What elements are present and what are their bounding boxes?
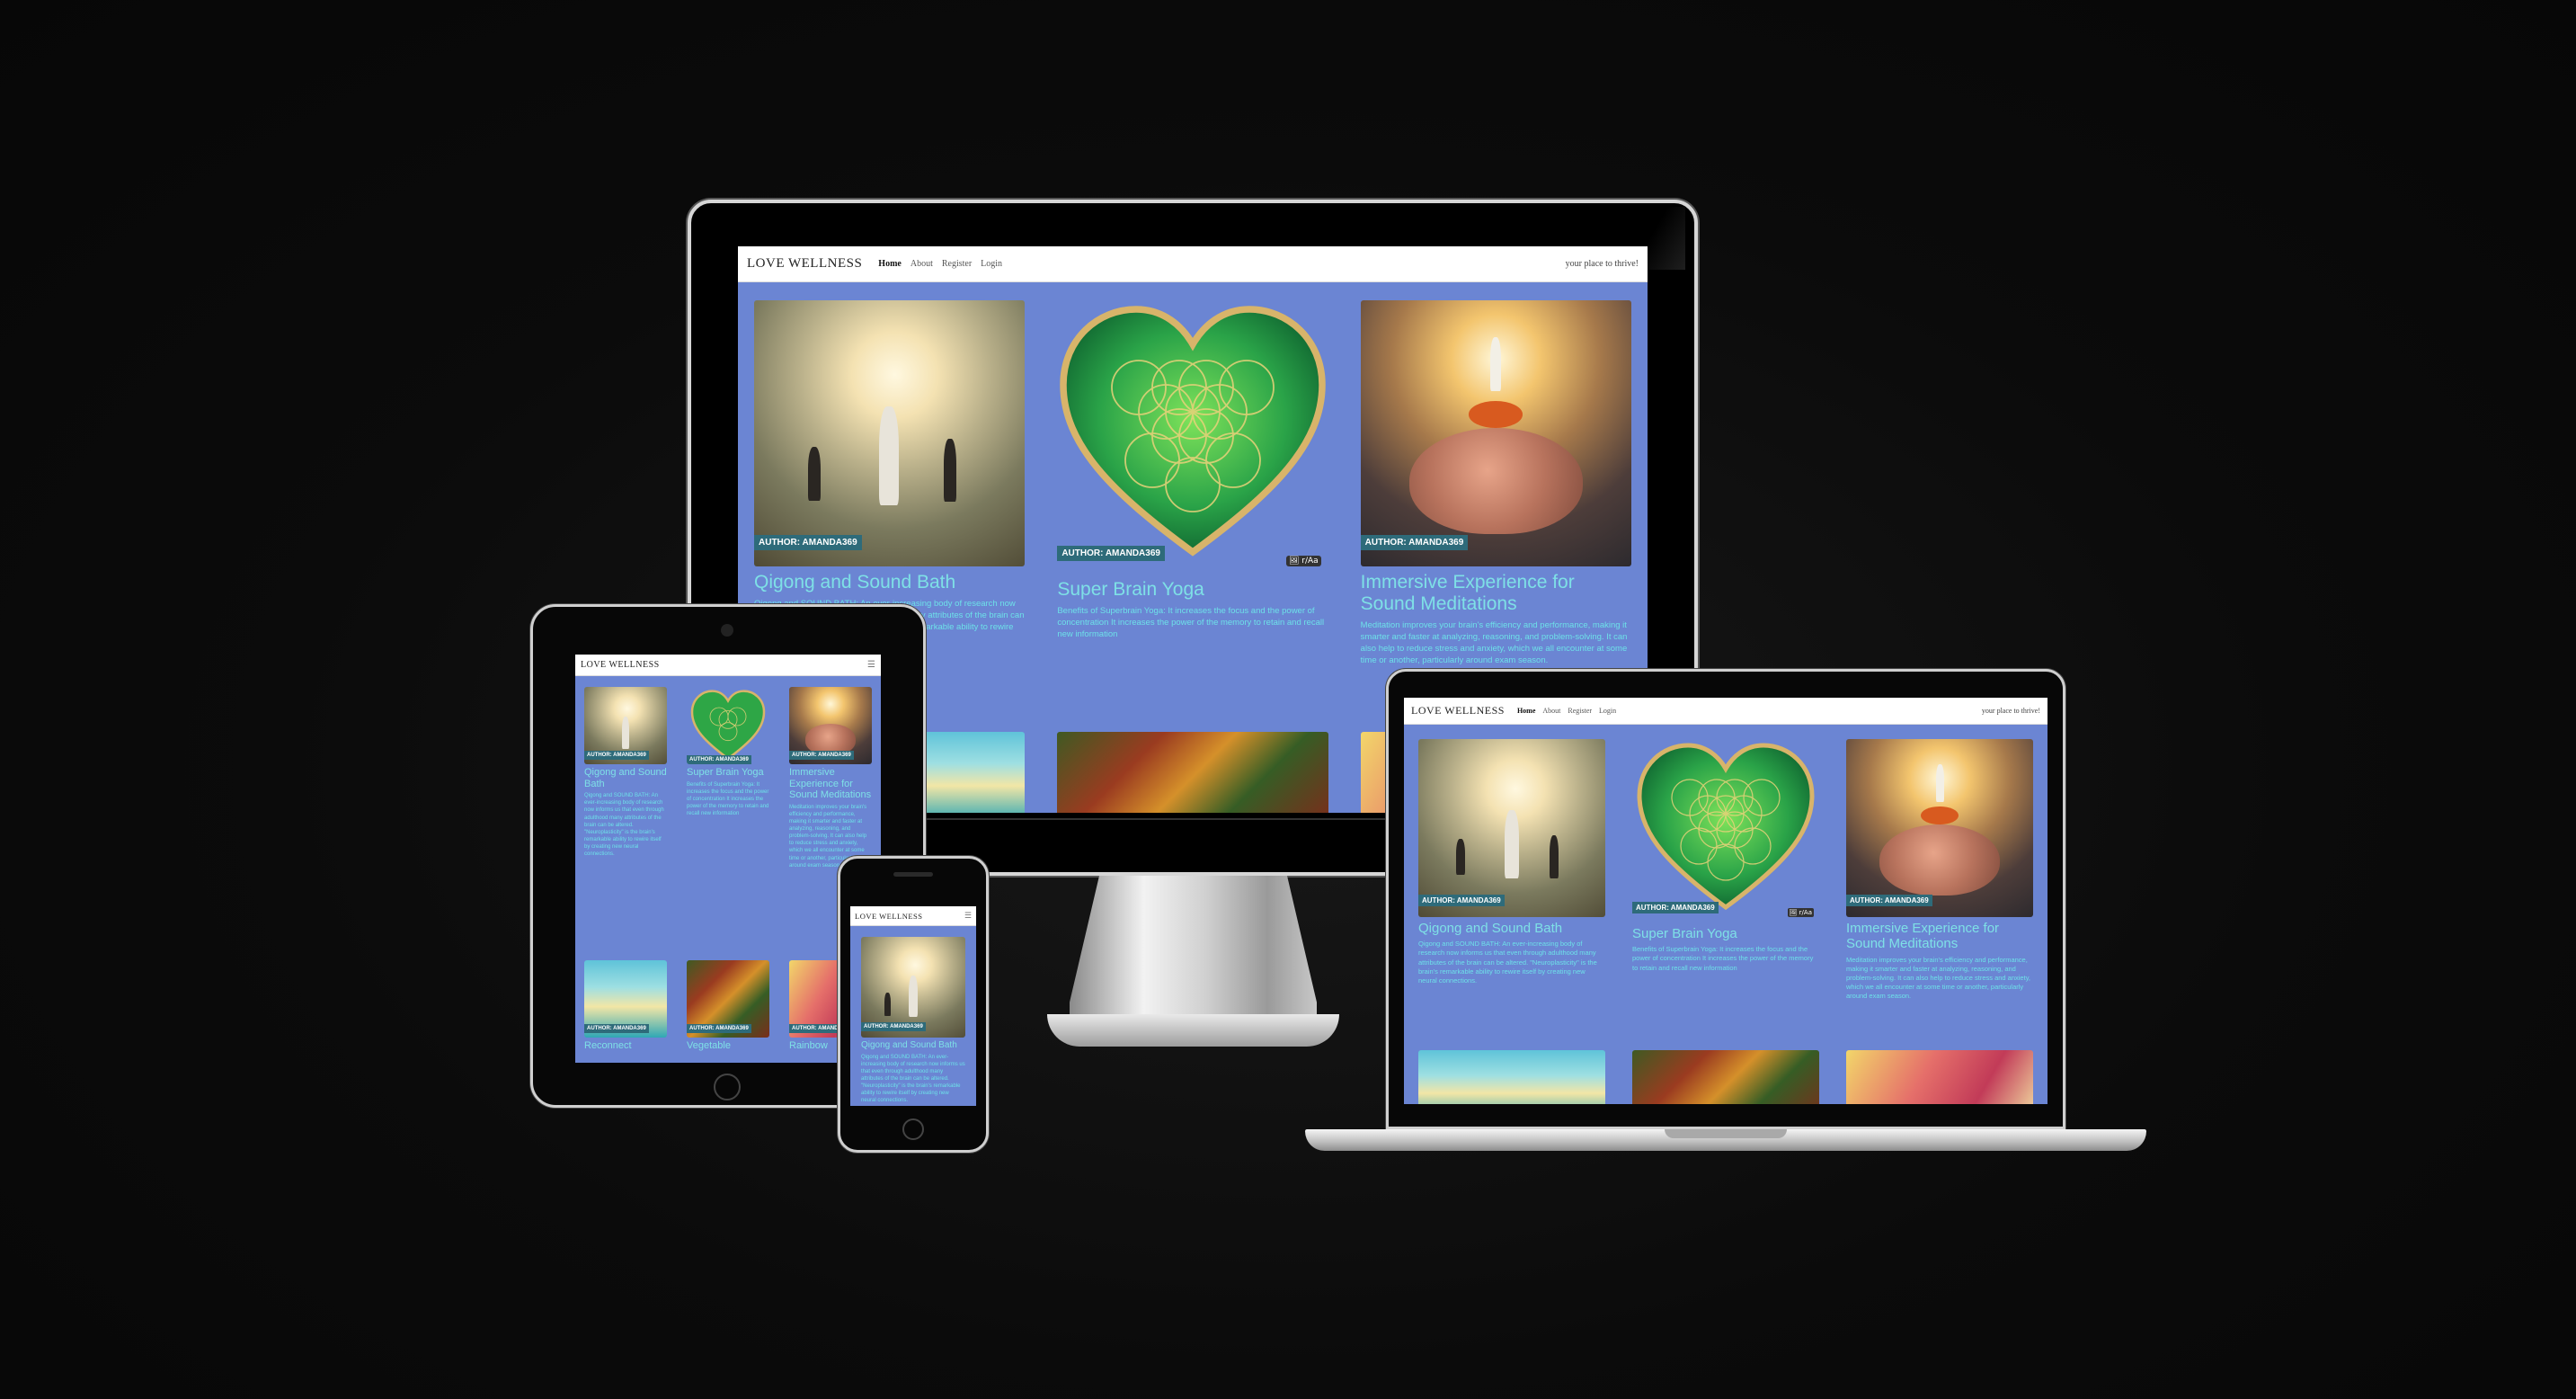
author-badge: AUTHOR: AMANDA369: [861, 1022, 926, 1032]
author-badge: AUTHOR: AMANDA369: [789, 1023, 854, 1033]
post-image[interactable]: AUTHOR: AMANDA369: [1360, 300, 1631, 566]
post-title[interactable]: Qigong and Sound Bath: [584, 767, 667, 789]
post-card[interactable]: AUTHOR: AMANDA369 Immersive Experience f…: [1360, 300, 1631, 667]
brand-logo[interactable]: LOVE WELLNESS: [855, 911, 923, 921]
author-badge: AUTHOR: AMANDA369: [1418, 895, 1505, 907]
post-card[interactable]: AUTHOR: AMANDA369 🖼 r/Aa Super Brain Yog…: [1057, 300, 1328, 667]
post-card[interactable]: AUTHOR: AMANDA369 Super Brain Yoga Benef…: [687, 687, 769, 869]
post-title[interactable]: Reconnect: [584, 1040, 632, 1051]
post-image[interactable]: AUTHOR: AMANDA369: [687, 960, 769, 1038]
post-image[interactable]: AUTHOR: AMANDA369: [687, 687, 769, 764]
post-image[interactable]: [1632, 1050, 1819, 1104]
post-image[interactable]: AUTHOR: AMANDA369 🖼 r/Aa: [1057, 300, 1328, 566]
author-badge: AUTHOR: AMANDA369: [754, 535, 862, 551]
author-badge: AUTHOR: AMANDA369: [1632, 902, 1719, 914]
post-excerpt: Benefits of Superbrain Yoga: It increase…: [1632, 945, 1814, 972]
post-title[interactable]: Immersive Experience for Sound Meditatio…: [789, 767, 872, 801]
post-card[interactable]: AUTHOR: AMANDA369 Vegetable: [687, 960, 769, 1052]
monitor-stand: [1070, 876, 1317, 1020]
post-image[interactable]: [1418, 1050, 1605, 1104]
post-title[interactable]: Immersive Experience for Sound Meditatio…: [1846, 921, 2000, 952]
post-card[interactable]: AUTHOR: AMANDA369 Qigong and Sound Bath …: [754, 300, 1026, 667]
post-title[interactable]: Qigong and Sound Bath: [1418, 921, 1563, 936]
nav-home[interactable]: Home: [878, 259, 902, 269]
nav-login[interactable]: Login: [981, 259, 1003, 269]
menu-icon[interactable]: ☰: [867, 660, 875, 670]
author-badge: AUTHOR: AMANDA369: [1846, 895, 1932, 907]
post-image[interactable]: AUTHOR: AMANDA369: [1846, 739, 2033, 917]
post-title[interactable]: Immersive Experience for Sound Meditatio…: [1360, 572, 1575, 615]
post-image[interactable]: [1846, 1050, 2033, 1104]
laptop-screen: LOVE WELLNESS Home About Register Login …: [1404, 698, 2047, 1104]
post-title[interactable]: Super Brain Yoga: [1057, 579, 1204, 600]
nav-about[interactable]: About: [1542, 707, 1561, 715]
post-image[interactable]: [1057, 732, 1328, 813]
post-title[interactable]: Rainbow: [789, 1040, 828, 1051]
post-excerpt: Benefits of Superbrain Yoga: It increase…: [687, 781, 769, 817]
post-card[interactable]: AUTHOR: AMANDA369 Immersive Experience f…: [1846, 739, 2033, 1001]
post-title[interactable]: Qigong and Sound Bath: [754, 572, 956, 593]
post-card[interactable]: AUTHOR: AMANDA369 🖼 r/Aa Super Brain Yog…: [1632, 739, 1819, 1001]
post-title[interactable]: Qigong and Sound Bath: [861, 1040, 957, 1050]
post-excerpt: Meditation improves your brain's efficie…: [789, 804, 867, 869]
post-image[interactable]: AUTHOR: AMANDA369: [584, 687, 667, 764]
heart-icon: [1060, 306, 1326, 557]
post-image[interactable]: AUTHOR: AMANDA369: [861, 937, 965, 1038]
post-card[interactable]: AUTHOR: AMANDA369 Immersive Experience f…: [789, 687, 872, 869]
post-excerpt: Benefits of Superbrain Yoga: It increase…: [1057, 606, 1325, 639]
author-badge: AUTHOR: AMANDA369: [789, 750, 854, 760]
author-badge: AUTHOR: AMANDA369: [687, 755, 751, 764]
tablet-screen: LOVE WELLNESS ☰ AUTHOR: AMANDA369 Qigong…: [575, 655, 881, 1063]
image-mark: 🖼 r/Aa: [1285, 556, 1321, 566]
author-badge: AUTHOR: AMANDA369: [687, 1023, 751, 1033]
post-excerpt: Meditation improves your brain's efficie…: [1846, 955, 2030, 1001]
nav-register[interactable]: Register: [941, 259, 973, 269]
author-badge: AUTHOR: AMANDA369: [584, 1023, 649, 1033]
post-excerpt: Meditation improves your brain's efficie…: [1360, 620, 1628, 665]
post-card[interactable]: AUTHOR: AMANDA369 Qigong and Sound Bath …: [584, 687, 667, 869]
post-image[interactable]: AUTHOR: AMANDA369: [754, 300, 1026, 566]
phone-screen: LOVE WELLNESS ☰ AUTHOR: AMANDA369 Qigong…: [850, 906, 976, 1106]
post-excerpt: Qigong and SOUND BATH: An ever-increasin…: [584, 793, 664, 858]
laptop: LOVE WELLNESS Home About Register Login …: [1305, 669, 2146, 1154]
tagline: your place to thrive!: [1565, 259, 1639, 269]
menu-icon[interactable]: ☰: [964, 911, 972, 921]
post-excerpt: Qigong and SOUND BATH: An ever-increasin…: [1418, 940, 1597, 985]
post-title[interactable]: Vegetable: [687, 1040, 731, 1051]
phone: LOVE WELLNESS ☰ AUTHOR: AMANDA369 Qigong…: [838, 856, 989, 1153]
post-card[interactable]: AUTHOR: AMANDA369 Reconnect: [584, 960, 667, 1052]
brand-logo[interactable]: LOVE WELLNESS: [1411, 704, 1505, 717]
image-mark: 🖼 r/Aa: [1787, 908, 1814, 917]
author-badge: AUTHOR: AMANDA369: [584, 750, 649, 760]
tagline: your place to thrive!: [1981, 707, 2040, 715]
author-badge: AUTHOR: AMANDA369: [1057, 546, 1165, 562]
post-image[interactable]: AUTHOR: AMANDA369 🖼 r/Aa: [1632, 739, 1819, 917]
post-card[interactable]: AUTHOR: AMANDA369 Qigong and Sound Bath …: [850, 926, 976, 1104]
heart-icon: [1637, 743, 1815, 911]
post-excerpt: Qigong and SOUND BATH: An ever-increasin…: [861, 1054, 965, 1104]
nav-login[interactable]: Login: [1599, 707, 1617, 715]
post-image[interactable]: AUTHOR: AMANDA369: [1418, 739, 1605, 917]
brand-logo[interactable]: LOVE WELLNESS: [747, 256, 863, 271]
post-card[interactable]: AUTHOR: AMANDA369 Qigong and Sound Bath …: [1418, 739, 1605, 1001]
heart-icon: [690, 690, 766, 761]
post-image[interactable]: AUTHOR: AMANDA369: [584, 960, 667, 1038]
nav-about[interactable]: About: [910, 259, 933, 269]
brand-logo[interactable]: LOVE WELLNESS: [581, 660, 660, 670]
nav-home[interactable]: Home: [1516, 707, 1536, 715]
post-image[interactable]: AUTHOR: AMANDA369: [789, 687, 872, 764]
post-title[interactable]: Super Brain Yoga: [1632, 926, 1737, 941]
author-badge: AUTHOR: AMANDA369: [1360, 535, 1469, 551]
nav-register[interactable]: Register: [1568, 707, 1593, 715]
post-title[interactable]: Super Brain Yoga: [687, 767, 764, 778]
